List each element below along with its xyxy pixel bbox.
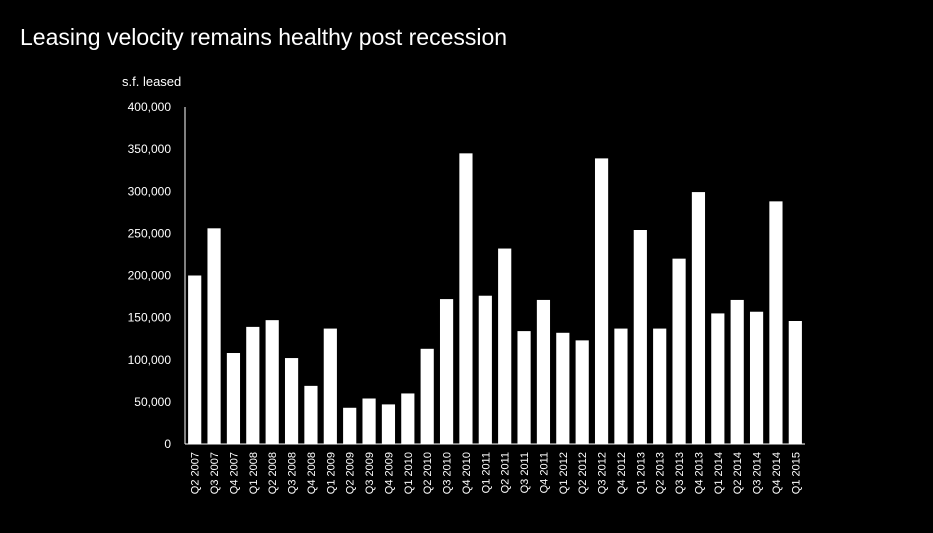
x-tick-label: Q3 2011	[519, 452, 531, 493]
x-tick-label: Q1 2008	[248, 452, 260, 494]
y-tick-label: 50,000	[134, 395, 171, 409]
bar-q1-2010	[401, 393, 415, 444]
x-tick-label: Q1 2014	[713, 452, 725, 494]
x-tick-label: Q4 2010	[461, 452, 473, 494]
x-tick-label: Q4 2013	[693, 452, 705, 494]
x-tick-label: Q2 2007	[190, 452, 202, 494]
bar-q3-2014	[749, 311, 764, 444]
x-tick-label: Q3 2009	[364, 452, 376, 494]
x-tick-label: Q2 2012	[577, 452, 589, 494]
chart-title: Leasing velocity remains healthy post re…	[20, 24, 508, 50]
x-tick-label: Q1 2015	[790, 452, 802, 494]
x-tick-label: Q3 2008	[287, 452, 299, 494]
x-tick-label: Q3 2012	[597, 452, 609, 494]
x-tick-label: Q2 2009	[345, 452, 357, 494]
x-tick-label: Q2 2013	[655, 452, 667, 494]
bar-q2-2013	[653, 328, 667, 444]
bar-q2-2009	[343, 407, 357, 444]
bar-q2-2011	[498, 248, 512, 444]
y-ticks-group: 0 50,000 100,000 150,000 200,000 250,000 300,0…	[128, 100, 172, 451]
x-tick-label: Q2 2011	[500, 452, 512, 493]
x-tick-label: Q1 2010	[403, 452, 415, 494]
x-tick-label: Q2 2008	[267, 452, 279, 494]
y-tick-label: 300,000	[128, 184, 172, 198]
bar-q4-2008	[304, 385, 318, 444]
x-tick-label: Q2 2010	[422, 452, 434, 494]
x-tick-label: Q4 2008	[306, 452, 318, 494]
bar-q1-2013	[633, 230, 647, 444]
bar-q1-2012	[556, 332, 570, 444]
bar-q1-2009	[323, 328, 337, 444]
x-tick-label: Q4 2007	[228, 452, 240, 494]
x-tick-label: Q4 2009	[383, 452, 395, 494]
x-tick-label: Q3 2013	[674, 452, 686, 494]
bar-q3-2011	[517, 331, 531, 444]
bar-q4-2012	[614, 328, 628, 444]
bars-group	[188, 153, 802, 444]
x-tick-label: Q1 2011	[480, 452, 492, 493]
x-tick-label: Q4 2012	[616, 452, 628, 494]
y-tick-label: 150,000	[128, 311, 172, 325]
x-tick-label: Q1 2013	[635, 452, 647, 494]
bar-q2-2014	[730, 299, 744, 444]
y-tick-label: 350,000	[128, 142, 172, 156]
bar-q2-2008	[265, 320, 279, 444]
x-ticks-group: Q2 2007 Q3 2007 Q4 2007 Q1 2008 Q2 2008 Q3 20…	[190, 452, 803, 494]
x-tick-label: Q3 2014	[752, 452, 764, 494]
x-tick-label: Q2 2014	[732, 452, 744, 494]
y-tick-label: 0	[164, 437, 171, 451]
bar-q3-2009	[362, 398, 376, 444]
bar-q4-2014	[769, 201, 783, 444]
y-tick-label: 200,000	[128, 269, 172, 283]
bar-q3-2008	[284, 358, 299, 444]
bar-q3-2007	[207, 228, 221, 444]
bar-q4-2010	[459, 153, 473, 444]
bar-q3-2013	[672, 258, 686, 444]
bar-q1-2015	[788, 321, 802, 444]
bar-q2-2012	[575, 340, 589, 444]
y-tick-label: 250,000	[128, 226, 172, 240]
x-tick-label: Q3 2010	[442, 452, 454, 494]
bar-q3-2010	[439, 299, 454, 444]
bar-q3-2012	[594, 158, 609, 444]
y-axis-label: s.f. leased	[122, 74, 182, 89]
bar-q2-2007	[188, 275, 202, 444]
x-tick-label: Q1 2012	[558, 452, 570, 494]
x-tick-label: Q1 2009	[325, 452, 337, 494]
x-tick-label: Q3 2007	[209, 452, 221, 494]
y-tick-label: 100,000	[128, 353, 172, 367]
bar-q1-2011	[478, 295, 492, 444]
x-tick-label: Q4 2011	[538, 452, 550, 493]
bar-q4-2009	[381, 404, 396, 444]
bar-q4-2013	[691, 192, 706, 444]
bar-q2-2010	[420, 348, 434, 444]
bar-q1-2008	[246, 326, 260, 444]
bar-q4-2007	[226, 353, 241, 444]
y-tick-label: 400,000	[128, 100, 172, 114]
x-tick-label: Q4 2014	[771, 452, 783, 494]
bar-q1-2014	[711, 313, 725, 444]
bar-q4-2011	[536, 299, 551, 444]
